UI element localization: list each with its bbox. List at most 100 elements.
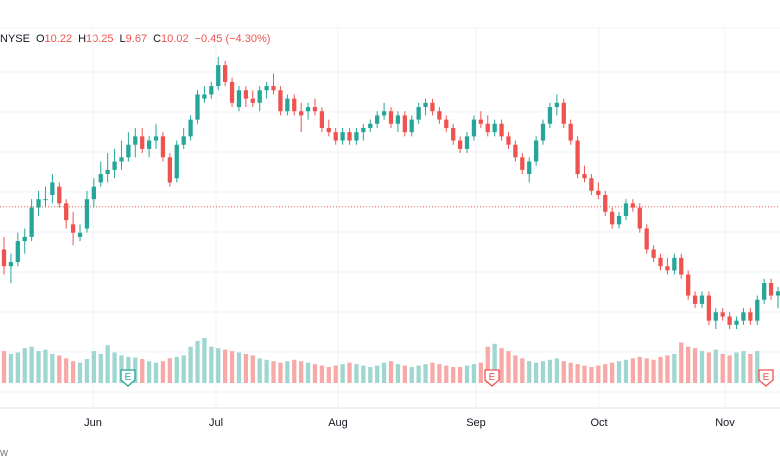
volume-bar xyxy=(430,362,435,383)
candle-body xyxy=(375,115,380,124)
candle-body xyxy=(527,161,532,175)
earnings-marker[interactable]: E xyxy=(120,369,136,387)
candle-body xyxy=(679,257,684,275)
volume-bar xyxy=(402,365,407,383)
candle-body xyxy=(692,295,698,304)
volume-bar xyxy=(437,364,442,383)
volume-bar xyxy=(533,362,539,383)
candle-body xyxy=(727,316,732,325)
volume-bar xyxy=(299,361,304,383)
volume-bar xyxy=(84,359,90,383)
earnings-marker[interactable]: E xyxy=(484,369,500,387)
candle-body xyxy=(748,312,753,321)
volume-bar xyxy=(354,364,359,383)
candle-body xyxy=(77,232,83,237)
volume-bar xyxy=(610,362,615,383)
volume-bar xyxy=(734,352,739,383)
volume-bar xyxy=(623,359,629,383)
candle-body xyxy=(568,123,573,141)
candle-body xyxy=(582,174,587,179)
volume-bar xyxy=(43,349,48,383)
candle-body xyxy=(416,107,421,120)
volume-bar xyxy=(651,359,656,383)
volume-bar xyxy=(209,346,214,383)
volume-bar xyxy=(70,361,76,383)
candle-body xyxy=(464,136,470,149)
volume-bar xyxy=(603,364,608,383)
candle-body xyxy=(699,295,705,304)
candle-body xyxy=(264,86,269,91)
volume-bar xyxy=(381,362,387,383)
volume-bar xyxy=(160,361,166,383)
volume-bar xyxy=(561,361,566,383)
candle-body xyxy=(1,249,7,267)
volume-bar xyxy=(229,351,235,383)
volume-bar xyxy=(361,365,366,383)
volume-bar xyxy=(368,367,373,383)
candle-body xyxy=(575,140,580,175)
close-value: C10.02 xyxy=(153,33,189,45)
candle-body xyxy=(506,136,511,145)
candle-body xyxy=(402,115,407,133)
candle-body xyxy=(651,249,656,258)
volume-bar xyxy=(499,348,504,383)
candle-body xyxy=(188,119,193,137)
candle-body xyxy=(734,320,739,325)
volume-bar xyxy=(223,349,228,383)
candle-body xyxy=(755,299,760,321)
volume-bar xyxy=(375,365,380,383)
candle-body xyxy=(658,257,663,267)
candle-body xyxy=(471,119,477,137)
volume-bar xyxy=(195,340,200,383)
volume-bar xyxy=(547,359,553,383)
candle-body xyxy=(105,169,110,175)
volume-bar xyxy=(312,364,318,383)
candle-body xyxy=(672,257,677,271)
volume-bar xyxy=(679,342,684,383)
volume-bar xyxy=(665,355,670,383)
candle-body xyxy=(741,312,746,321)
candle-body xyxy=(768,282,774,296)
candle-body xyxy=(686,274,691,296)
candle-body xyxy=(119,157,124,162)
candle-body xyxy=(388,111,394,124)
x-tick-label: Nov xyxy=(715,417,735,429)
candle-body xyxy=(381,111,387,116)
earnings-marker[interactable]: E xyxy=(758,369,774,387)
candle-body xyxy=(57,186,62,204)
volume-bar xyxy=(451,367,456,383)
volume-bar xyxy=(630,358,636,383)
volume-bar xyxy=(471,364,477,383)
candle-body xyxy=(250,98,255,103)
candle-body xyxy=(644,228,649,250)
volume-bar xyxy=(250,355,255,383)
volume-bar xyxy=(492,343,497,383)
candle-body xyxy=(520,157,525,170)
volume-bar xyxy=(36,351,41,383)
volume-bar xyxy=(520,358,525,383)
candle-body xyxy=(22,236,27,242)
volume-bar xyxy=(395,364,401,383)
candle-body xyxy=(485,123,490,133)
volume-bar xyxy=(644,358,649,383)
volume-bar xyxy=(202,338,207,383)
volume-bar xyxy=(637,356,642,383)
candle-body xyxy=(354,132,359,141)
candle-body xyxy=(70,224,76,233)
volume-bar xyxy=(672,353,677,383)
volume-bar xyxy=(575,364,580,383)
candle-body xyxy=(195,94,200,120)
volume-bar xyxy=(388,361,394,383)
candle-body xyxy=(561,102,566,124)
candle-body xyxy=(713,312,718,321)
candle-body xyxy=(492,123,497,133)
exchange-label: NYSE xyxy=(0,33,30,45)
candle-body xyxy=(326,127,331,133)
candle-body xyxy=(637,207,642,229)
volume-bar xyxy=(692,348,698,383)
volume-bar xyxy=(285,361,290,383)
candle-body xyxy=(98,174,103,183)
volume-bar xyxy=(444,365,449,383)
candle-body xyxy=(305,107,311,112)
